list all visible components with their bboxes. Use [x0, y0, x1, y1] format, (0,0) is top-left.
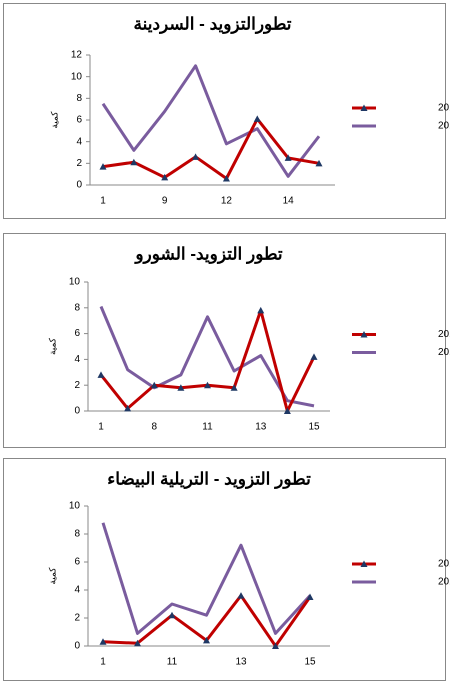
point-marker: [237, 592, 245, 599]
panel: [3, 233, 446, 448]
x-tick-label: 14: [283, 196, 295, 207]
y-tick-label: 0: [74, 641, 80, 652]
x-tick-label: 12: [221, 196, 233, 207]
point-marker: [306, 593, 314, 600]
point-marker: [272, 642, 279, 649]
legend-label: الكمية 2017: [438, 329, 450, 340]
point-marker: [97, 371, 105, 378]
y-tick-label: 4: [76, 136, 82, 147]
point-marker: [177, 384, 185, 391]
y-tick-label: 2: [74, 613, 80, 624]
x-tick-label: 15: [304, 657, 316, 668]
y-tick-label: 2: [76, 158, 82, 169]
point-marker: [99, 638, 107, 645]
legend-marker: [360, 560, 368, 567]
point-marker: [310, 353, 318, 360]
y-tick-label: 0: [76, 180, 82, 191]
y-tick-label: 2: [74, 380, 80, 391]
y-tick-label: 4: [74, 585, 80, 596]
legend-label: الكمية 2017: [438, 103, 450, 114]
chart-title: تطور التزويد - التريلية البيضاء: [107, 469, 311, 489]
legend-label: الكمية 2016: [438, 577, 450, 588]
x-tick-label: 1: [100, 657, 106, 668]
point-marker: [168, 611, 176, 619]
x-tick-label: 1: [100, 196, 106, 207]
y-tick-label: 10: [69, 277, 81, 288]
series-line: [102, 117, 320, 180]
point-marker: [124, 404, 132, 412]
series-line: [101, 64, 321, 178]
point-marker: [284, 154, 292, 161]
x-tick-label: 8: [151, 422, 157, 433]
y-tick-label: 6: [74, 328, 80, 339]
y-tick-label: 0: [74, 406, 80, 417]
point-marker: [161, 173, 169, 181]
x-tick-label: 11: [202, 422, 213, 433]
point-marker: [222, 175, 230, 182]
point-marker: [315, 159, 323, 167]
legend-label: الكمية 2016: [438, 121, 450, 132]
y-tick-label: 10: [71, 71, 83, 82]
x-tick-label: 9: [162, 196, 168, 207]
y-tick-label: 12: [71, 50, 83, 61]
x-tick-label: 11: [167, 657, 178, 668]
x-tick-label: 15: [308, 422, 320, 433]
y-axis-label: كمية: [47, 337, 57, 355]
legend-label: الكمية 2016: [438, 347, 450, 358]
point-marker: [230, 384, 238, 391]
x-tick-label: 13: [235, 657, 247, 668]
y-tick-label: 4: [74, 354, 80, 365]
point-marker: [257, 306, 265, 314]
point-marker: [99, 163, 107, 170]
legend-marker: [360, 331, 368, 338]
series-line: [99, 305, 315, 408]
y-tick-label: 10: [69, 501, 81, 512]
point-marker: [134, 639, 141, 647]
y-axis-label: كمية: [49, 111, 59, 129]
y-tick-label: 8: [74, 302, 80, 313]
panel: [3, 3, 446, 219]
x-tick-label: 13: [255, 422, 267, 433]
point-marker: [253, 115, 261, 122]
chart-title: تطور التزويد- الشورو: [133, 244, 283, 264]
y-tick-label: 8: [74, 529, 80, 540]
point-marker: [204, 381, 211, 389]
y-tick-label: 6: [74, 557, 80, 568]
legend-label: الكمية 2017: [438, 559, 450, 570]
point-marker: [130, 158, 138, 166]
point-marker: [283, 407, 291, 414]
point-marker: [150, 381, 158, 389]
y-tick-label: 8: [76, 93, 82, 104]
y-axis-label: كمية: [47, 567, 57, 585]
y-tick-label: 6: [76, 115, 82, 126]
panel: [3, 458, 446, 681]
series-line: [101, 522, 312, 635]
x-tick-label: 1: [98, 422, 104, 433]
point-marker: [203, 636, 210, 644]
legend-marker: [360, 104, 368, 111]
chart-title: تطورالتزويد - السردينة: [133, 14, 291, 34]
point-marker: [192, 153, 200, 160]
